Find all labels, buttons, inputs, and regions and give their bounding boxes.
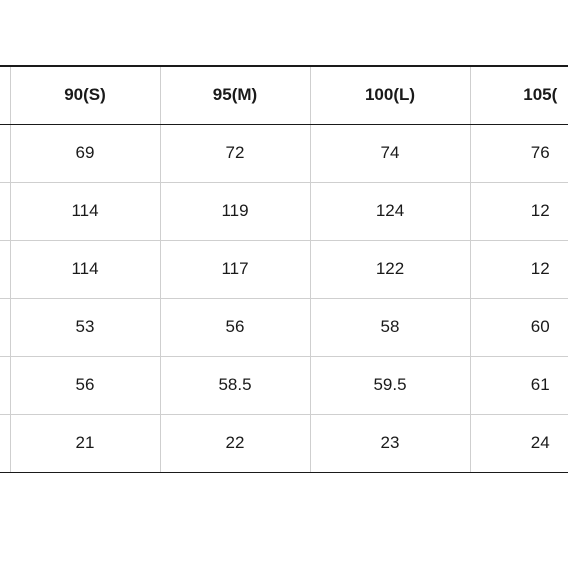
table-cell: 114 <box>10 182 160 240</box>
table-cell: 58 <box>310 298 470 356</box>
table-cell <box>0 124 10 182</box>
table-cell: 69 <box>10 124 160 182</box>
table-cell: 9 <box>0 240 10 298</box>
table-cell: 76 <box>470 124 568 182</box>
table-cell: 119 <box>160 182 310 240</box>
col-header-3: 100(L) <box>310 66 470 124</box>
table-cell: 12 <box>470 240 568 298</box>
table-row: 53 56 58 60 <box>0 298 568 356</box>
table-cell: 59.5 <box>310 356 470 414</box>
table-cell: 60 <box>470 298 568 356</box>
table-cell: 56 <box>10 356 160 414</box>
table-cell: 124 <box>310 182 470 240</box>
col-header-4: 105( <box>470 66 568 124</box>
table-cell: 58.5 <box>160 356 310 414</box>
table-cell <box>0 414 10 472</box>
col-header-2: 95(M) <box>160 66 310 124</box>
table-cell: 53 <box>10 298 160 356</box>
table-cell: 23 <box>310 414 470 472</box>
table-header: S) 90(S) 95(M) 100(L) 105( <box>0 66 568 124</box>
table-row: 9 114 119 124 12 <box>0 182 568 240</box>
table-cell: 12 <box>470 182 568 240</box>
table-body: 69 72 74 76 9 114 119 124 12 9 114 117 1… <box>0 124 568 472</box>
table-row: 9 114 117 122 12 <box>0 240 568 298</box>
table-cell: 117 <box>160 240 310 298</box>
size-table: S) 90(S) 95(M) 100(L) 105( 69 72 74 76 9… <box>0 65 568 473</box>
table-cell <box>0 356 10 414</box>
size-table-container: S) 90(S) 95(M) 100(L) 105( 69 72 74 76 9… <box>0 65 568 473</box>
table-cell: 21 <box>10 414 160 472</box>
col-header-1: 90(S) <box>10 66 160 124</box>
col-header-0: S) <box>0 66 10 124</box>
table-cell: 24 <box>470 414 568 472</box>
table-cell <box>0 298 10 356</box>
table-header-row: S) 90(S) 95(M) 100(L) 105( <box>0 66 568 124</box>
table-cell: 74 <box>310 124 470 182</box>
table-cell: 56 <box>160 298 310 356</box>
table-cell: 22 <box>160 414 310 472</box>
table-cell: 9 <box>0 182 10 240</box>
table-row: 21 22 23 24 <box>0 414 568 472</box>
table-row: 69 72 74 76 <box>0 124 568 182</box>
table-cell: 114 <box>10 240 160 298</box>
table-cell: 122 <box>310 240 470 298</box>
table-row: 56 58.5 59.5 61 <box>0 356 568 414</box>
table-cell: 61 <box>470 356 568 414</box>
table-cell: 72 <box>160 124 310 182</box>
